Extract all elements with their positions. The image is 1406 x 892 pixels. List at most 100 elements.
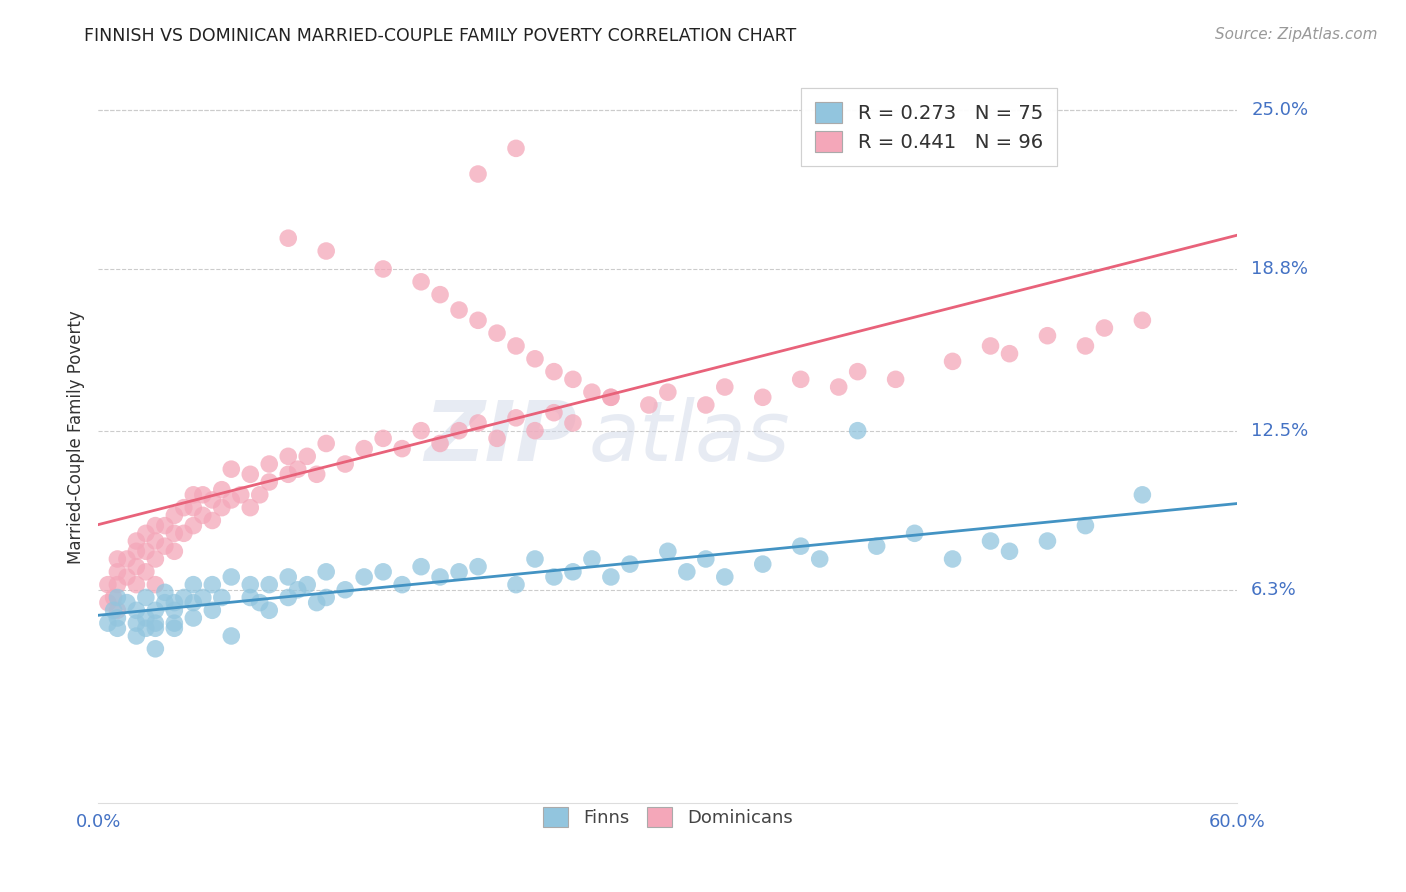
Point (904, 526, 927, 541)
Text: 6.3%: 6.3% (1251, 581, 1296, 599)
Point (942, 552, 965, 566)
Point (97, 577, 120, 591)
Point (135, 591, 157, 605)
Point (107, 577, 129, 591)
Point (163, 603, 186, 617)
Point (305, 467, 328, 482)
Point (979, 339, 1001, 353)
Point (846, 365, 869, 379)
Point (315, 436, 337, 450)
Point (335, 457, 357, 471)
Point (297, 577, 319, 591)
Point (277, 591, 299, 605)
Text: 25.0%: 25.0% (1251, 101, 1309, 119)
Point (1074, 339, 1097, 353)
Point (201, 514, 224, 528)
Point (524, 552, 547, 566)
Point (467, 416, 489, 430)
Point (287, 582, 309, 597)
Point (543, 406, 565, 420)
Point (153, 518, 176, 533)
Point (239, 500, 262, 515)
Point (173, 591, 195, 605)
Point (115, 570, 138, 584)
Point (657, 544, 679, 558)
Point (752, 390, 775, 404)
Point (790, 539, 813, 553)
Point (145, 577, 167, 591)
Point (125, 629, 148, 643)
Point (287, 462, 309, 476)
Point (752, 557, 775, 571)
Point (125, 616, 148, 631)
Point (371, 262, 394, 277)
Point (125, 603, 148, 617)
Point (221, 570, 243, 584)
Point (505, 339, 527, 353)
Point (211, 500, 233, 515)
Point (259, 577, 281, 591)
Point (221, 629, 243, 643)
Point (695, 398, 717, 412)
Point (163, 616, 186, 631)
Point (191, 591, 214, 605)
Point (505, 577, 527, 591)
Point (163, 526, 186, 541)
Point (249, 596, 271, 610)
Point (371, 431, 394, 445)
Point (163, 621, 186, 635)
Point (1132, 313, 1154, 327)
Point (391, 577, 413, 591)
Y-axis label: Married-Couple Family Poverty: Married-Couple Family Poverty (66, 310, 84, 564)
Point (211, 483, 233, 497)
Point (173, 500, 195, 515)
Point (145, 518, 167, 533)
Point (239, 467, 262, 482)
Point (353, 442, 375, 456)
Text: 12.5%: 12.5% (1251, 422, 1309, 440)
Point (221, 492, 243, 507)
Point (505, 141, 527, 155)
Point (259, 457, 281, 471)
Point (145, 552, 167, 566)
Point (183, 500, 205, 515)
Point (163, 544, 186, 558)
Point (183, 488, 205, 502)
Point (828, 380, 851, 394)
Text: ZIP: ZIP (425, 397, 576, 477)
Point (201, 492, 224, 507)
Point (135, 544, 157, 558)
Point (183, 596, 205, 610)
Point (183, 611, 205, 625)
Point (191, 488, 214, 502)
Point (135, 526, 157, 541)
Point (884, 372, 907, 386)
Point (543, 365, 565, 379)
Point (449, 303, 471, 318)
Point (524, 351, 547, 366)
Point (115, 552, 138, 566)
Text: atlas: atlas (588, 397, 790, 477)
Point (107, 552, 129, 566)
Point (97, 596, 120, 610)
Point (979, 534, 1001, 549)
Point (305, 596, 328, 610)
Point (277, 231, 299, 245)
Point (1074, 518, 1097, 533)
Point (125, 544, 148, 558)
Point (353, 570, 375, 584)
Point (467, 313, 489, 327)
Point (429, 570, 451, 584)
Point (145, 621, 167, 635)
Point (486, 431, 509, 445)
Point (135, 611, 157, 625)
Point (600, 390, 623, 404)
Point (695, 552, 717, 566)
Point (429, 287, 451, 301)
Point (714, 380, 737, 394)
Point (125, 534, 148, 549)
Point (619, 557, 641, 571)
Point (249, 488, 271, 502)
Point (411, 275, 433, 289)
Point (107, 591, 129, 605)
